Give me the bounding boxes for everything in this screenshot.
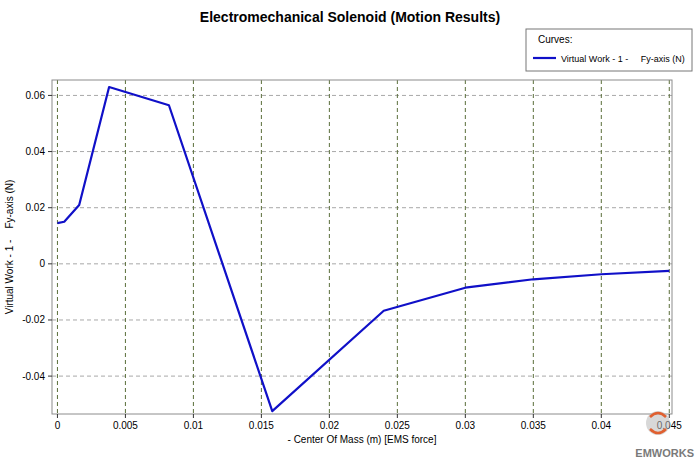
legend-swatch xyxy=(533,57,556,59)
x-tick-label: 0 xyxy=(55,420,61,431)
x-tick xyxy=(193,414,194,418)
y-tick xyxy=(48,263,52,264)
y-tick-label: 0.06 xyxy=(26,90,46,101)
logo-icon xyxy=(646,411,670,435)
x-tick-label: 0.04 xyxy=(592,420,612,431)
x-tick-label: 0.005 xyxy=(113,420,138,431)
x-tick xyxy=(57,414,58,418)
y-tick xyxy=(48,207,52,208)
x-grid-line xyxy=(397,80,398,414)
chart: Electromechanical Solenoid (Motion Resul… xyxy=(0,0,700,463)
x-axis-label: - Center Of Mass (m) [EMS force] xyxy=(288,434,437,445)
y-tick xyxy=(48,319,52,320)
y-tick-label: 0.04 xyxy=(26,146,46,157)
x-grid-line xyxy=(669,80,670,414)
x-tick xyxy=(465,414,466,418)
x-grid-line xyxy=(125,80,126,414)
plot-frame xyxy=(52,80,672,414)
y-grid-line xyxy=(52,319,672,320)
x-grid-line xyxy=(329,80,330,414)
y-tick xyxy=(48,95,52,96)
x-tick-label: 0.01 xyxy=(184,420,204,431)
x-tick-label: 0.025 xyxy=(385,420,410,431)
x-tick xyxy=(125,414,126,418)
x-tick xyxy=(533,414,534,418)
y-tick-label: -0.04 xyxy=(22,371,45,382)
x-tick xyxy=(329,414,330,418)
plot-area xyxy=(57,87,669,411)
x-tick-label: 0.015 xyxy=(249,420,274,431)
x-tick-label: 0.03 xyxy=(456,420,476,431)
x-grid-line xyxy=(533,80,534,414)
logo-text: EMWORKS xyxy=(635,447,694,459)
x-grid-line xyxy=(261,80,262,414)
y-tick xyxy=(48,376,52,377)
y-tick-label: -0.02 xyxy=(22,314,45,325)
y-grid-line xyxy=(52,95,672,96)
y-grid-line xyxy=(52,263,672,264)
y-tick-label: 0 xyxy=(39,258,45,269)
x-tick xyxy=(669,414,670,418)
legend-entry: Virtual Work - 1 - Fy-axis (N) xyxy=(561,54,685,64)
legend-title: Curves: xyxy=(538,34,572,45)
y-tick xyxy=(48,151,52,152)
x-tick xyxy=(601,414,602,418)
x-grid-line xyxy=(57,80,58,414)
series-line xyxy=(57,87,669,411)
x-tick-label: 0.035 xyxy=(521,420,546,431)
y-axis-label: Virtual Work - 1 - Fy-axis (N) xyxy=(4,180,15,315)
x-tick xyxy=(261,414,262,418)
y-grid-line xyxy=(52,207,672,208)
y-grid-line xyxy=(52,376,672,377)
y-grid-line xyxy=(52,151,672,152)
x-grid-line xyxy=(193,80,194,414)
x-tick xyxy=(397,414,398,418)
y-tick-label: 0.02 xyxy=(26,202,46,213)
title: Electromechanical Solenoid (Motion Resul… xyxy=(200,9,500,25)
logo xyxy=(646,411,670,435)
legend-box xyxy=(526,29,692,71)
x-grid-line xyxy=(601,80,602,414)
x-tick-label: 0.02 xyxy=(320,420,340,431)
logo-swirl xyxy=(650,413,666,433)
x-grid-line xyxy=(465,80,466,414)
